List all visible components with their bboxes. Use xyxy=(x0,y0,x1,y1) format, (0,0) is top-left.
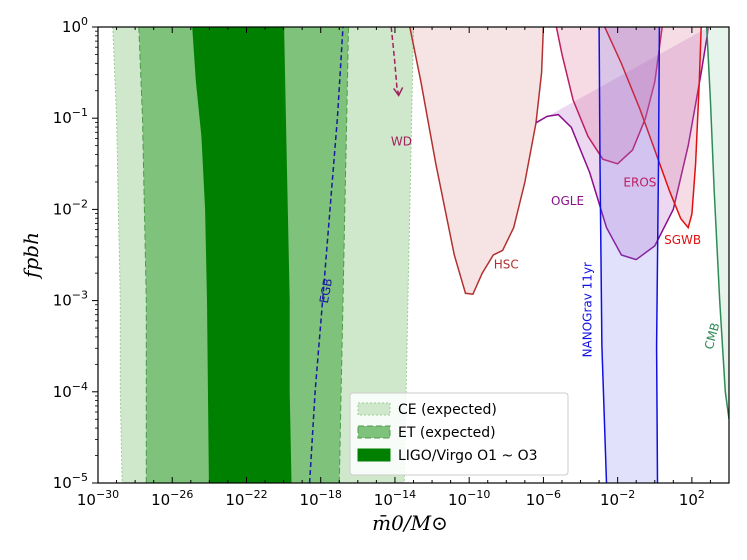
x-axis: 10−30 10−26 10−22 10−18 10−14 10−10 10−6 10−2 10… xyxy=(77,27,730,509)
fill-cmb xyxy=(706,27,729,420)
curve-wd xyxy=(390,27,400,96)
annotation-egb: EGB xyxy=(317,277,335,304)
annotation-wd: WD xyxy=(391,135,412,149)
gw-bands xyxy=(112,27,414,483)
fill-sgwb xyxy=(604,27,702,228)
curve-nanograv-11yr-left xyxy=(598,27,608,483)
y-tick-label: 10−1 xyxy=(53,106,88,127)
y-axis: 100 10−1 10−2 10−3 10−4 10−5 xyxy=(53,15,98,492)
legend-box xyxy=(349,392,569,476)
x-tick-label: 10−22 xyxy=(225,488,267,509)
x-tick-label: 10−10 xyxy=(448,488,490,509)
curve-nanograv-11yr-right xyxy=(655,27,661,483)
x-tick-label: 10−30 xyxy=(77,488,119,509)
band-2-right-edge xyxy=(283,27,292,483)
band-0-left-edge xyxy=(112,27,123,483)
legend-swatch xyxy=(357,402,391,416)
fill-eros xyxy=(556,27,663,164)
curve-annotations: WD HSC OGLE EROS SGWB EGB NANOGrav 11yr CMB xyxy=(317,135,722,358)
curve-ogle xyxy=(535,27,710,261)
legend: CE (expected) ET (expected) LIGO/Virgo O1 … xyxy=(349,392,569,476)
fill-hsc xyxy=(409,27,544,295)
band-2 xyxy=(192,27,291,483)
legend-label: CE (expected) xyxy=(398,402,497,418)
legend-label: ET (expected) xyxy=(398,425,496,441)
annotation-hsc: HSC xyxy=(494,258,519,272)
annotation-ogle: OGLE xyxy=(551,194,584,208)
x-tick-label: 10−18 xyxy=(300,488,342,509)
annotation-cmb: CMB xyxy=(702,321,723,351)
curve-hsc xyxy=(409,27,545,296)
y-tick-label: 10−3 xyxy=(53,289,88,310)
x-tick-label: 10−26 xyxy=(151,488,193,509)
x-tick-label: 10−14 xyxy=(374,488,416,509)
curve-sgwb xyxy=(604,27,702,230)
legend-swatch xyxy=(357,448,391,462)
x-tick-label: 10−2 xyxy=(600,488,635,509)
band-1-left-edge xyxy=(138,27,147,483)
curve-cmb xyxy=(705,27,729,420)
y-tick-label: 10−2 xyxy=(53,197,88,218)
y-tick-label: 100 xyxy=(62,15,88,36)
annotation-eros: EROS xyxy=(623,176,656,190)
y-tick-label: 10−4 xyxy=(53,380,88,401)
annotation-sgwb: SGWB xyxy=(664,233,701,247)
band-1-right-edge xyxy=(338,27,349,483)
wd-arrow-head xyxy=(393,87,404,97)
x-tick-label: 10−6 xyxy=(526,488,561,509)
legend-label: LIGO/Virgo O1 ~ O3 xyxy=(398,448,538,464)
legend-swatch xyxy=(357,425,391,439)
band-2-left-edge xyxy=(192,27,210,483)
y-tick-label: 10−5 xyxy=(53,471,88,492)
annotation-nanograv-11yr: NANOGrav 11yr xyxy=(581,262,595,357)
fill-ogle xyxy=(536,27,709,260)
x-tick-label: 102 xyxy=(679,488,705,509)
curve-egb xyxy=(308,27,344,483)
fill-nanograv-11yr xyxy=(599,27,660,483)
curve-eros xyxy=(555,27,663,165)
y-axis-title: fpbh xyxy=(19,232,43,280)
constraint-curves xyxy=(308,27,729,483)
x-axis-title: m̄0/M⊙ xyxy=(372,511,448,535)
